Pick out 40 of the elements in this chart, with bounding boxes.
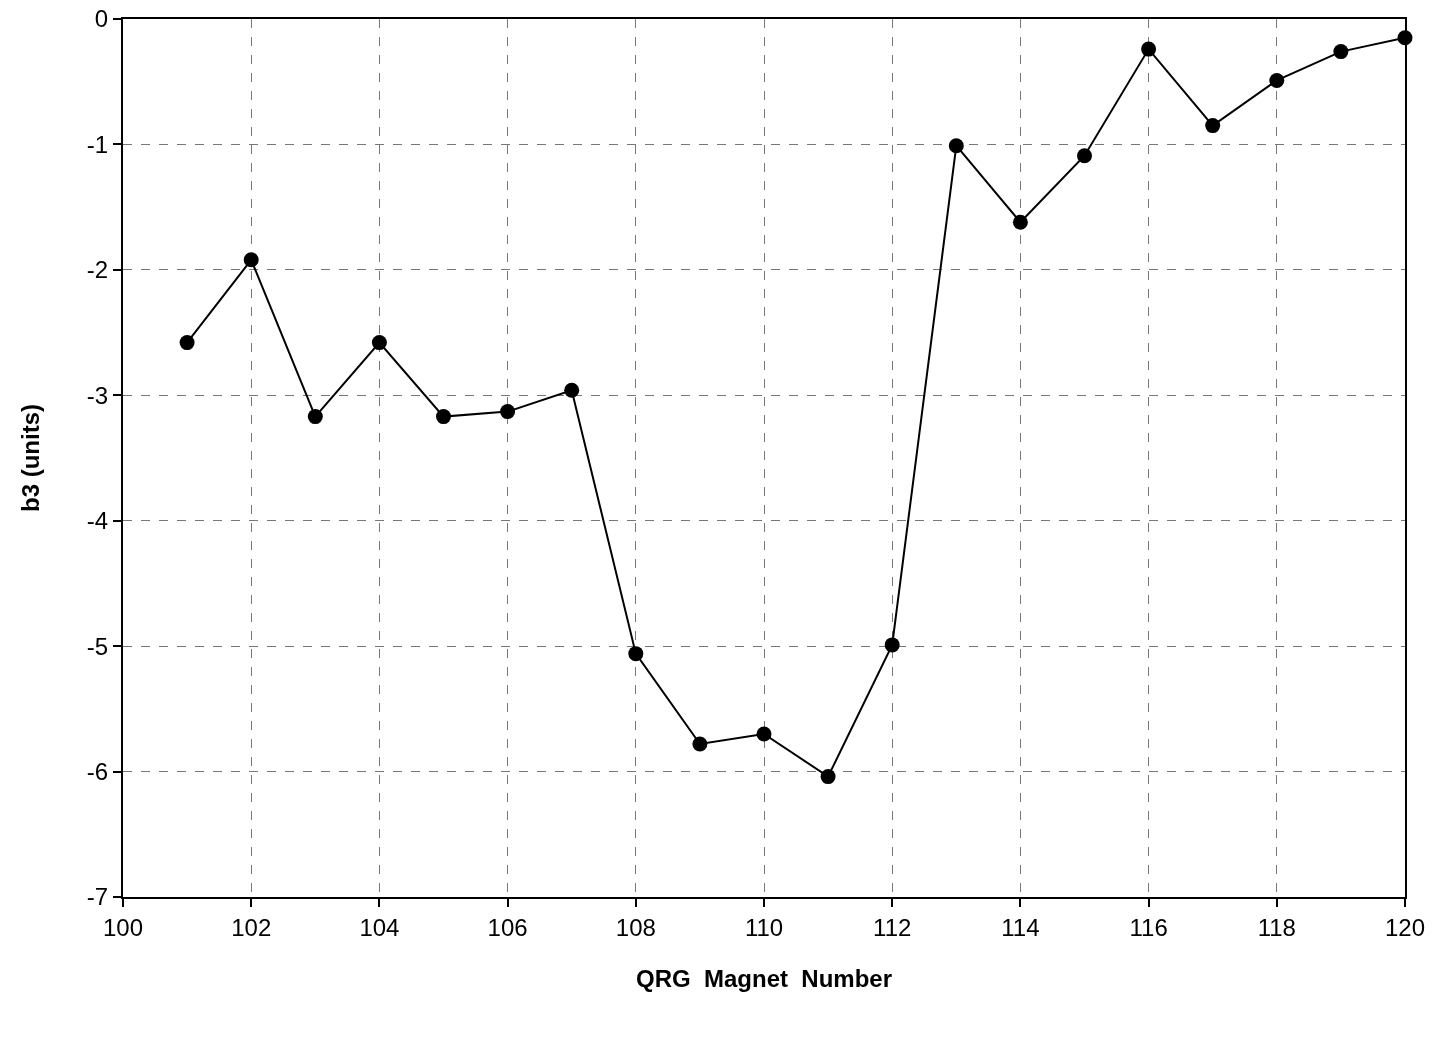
point	[371, 335, 387, 351]
point	[1141, 41, 1157, 57]
point	[692, 736, 708, 752]
x-tick-label: 112	[873, 913, 912, 941]
y-axis-title: b3 (units)	[17, 404, 45, 512]
x-tick-label: 120	[1384, 913, 1426, 941]
y-tick-label: 0	[94, 5, 109, 33]
y-tick-label: -4	[86, 507, 109, 535]
x-tick-label: 102	[231, 913, 272, 941]
point	[1077, 148, 1092, 164]
y-tick-label: -1	[86, 130, 109, 158]
y-tick-label: -2	[86, 256, 109, 284]
y-tick-label: -6	[86, 757, 109, 785]
point	[948, 138, 964, 154]
y-tick-label: -7	[86, 883, 109, 911]
y-tick-label: -5	[86, 632, 109, 660]
point	[307, 409, 323, 425]
x-tick-label: 118	[1257, 913, 1296, 941]
point	[1333, 44, 1349, 60]
x-tick-label: 110	[744, 913, 784, 941]
x-axis-title: QRG Magnet Number	[635, 964, 893, 992]
point	[500, 404, 516, 420]
x-tick-label: 114	[1001, 913, 1040, 941]
point	[884, 637, 900, 653]
x-tick-label: 116	[1129, 913, 1168, 941]
x-tick-label: 100	[102, 913, 144, 941]
point	[1205, 118, 1221, 134]
x-tick-label: 106	[487, 913, 528, 941]
point	[820, 769, 836, 785]
point	[243, 252, 259, 268]
x-tick-label: 108	[615, 913, 656, 941]
point	[564, 382, 580, 398]
point	[179, 335, 195, 351]
point	[756, 726, 772, 742]
x-tick-label: 104	[359, 913, 400, 941]
point	[436, 409, 451, 425]
y-tick-label: -3	[86, 381, 109, 409]
point	[628, 646, 644, 662]
point	[1012, 214, 1028, 230]
point	[1269, 72, 1285, 88]
